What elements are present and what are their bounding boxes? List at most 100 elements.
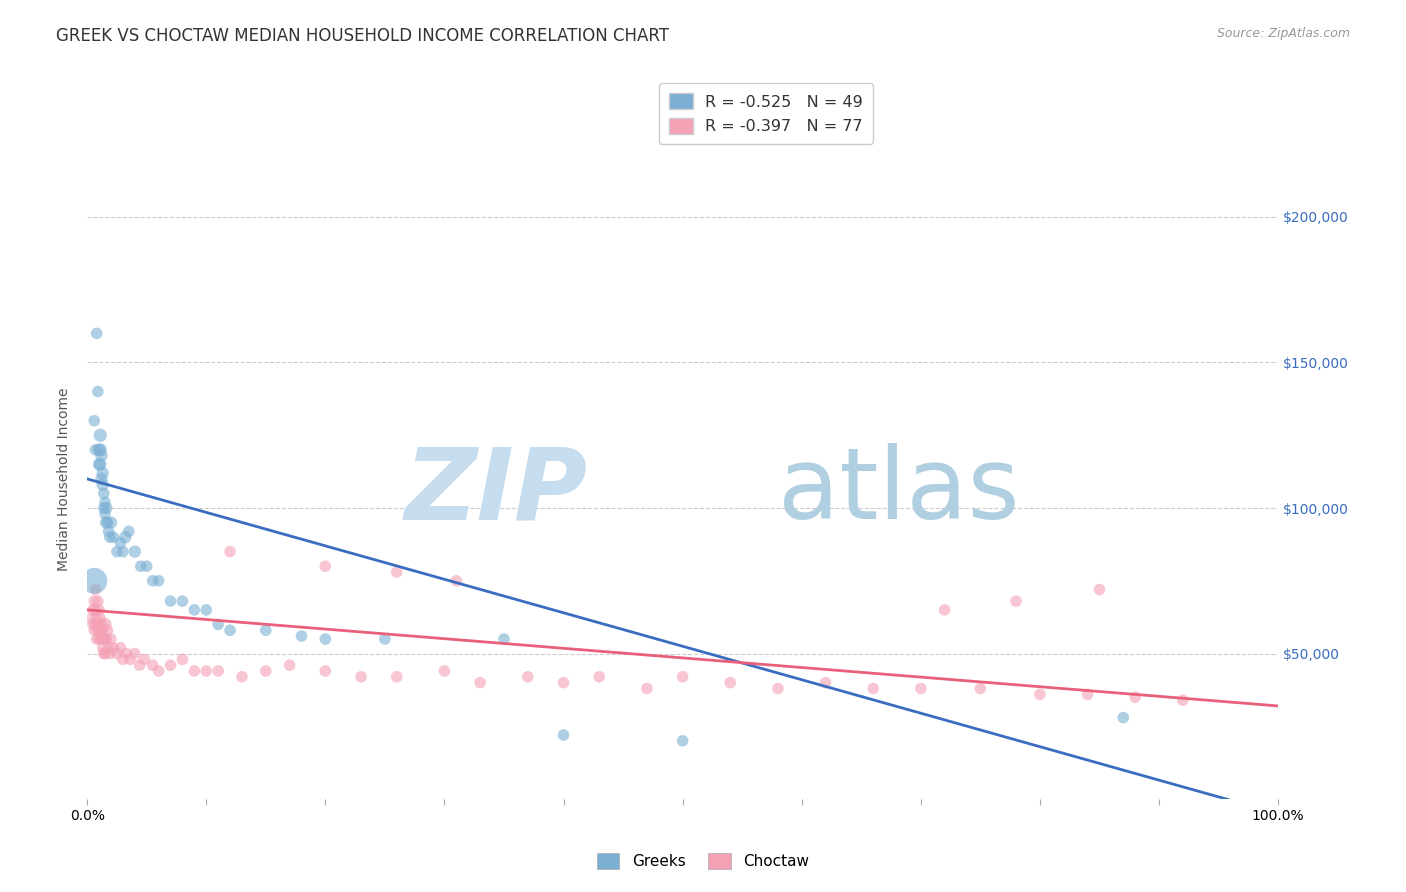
Point [94,647,117,661]
Point [374,632,396,646]
Point [87,603,110,617]
Point [553,675,575,690]
Point [89,442,111,457]
Point [1112,710,1135,724]
Point [910,681,932,696]
Point [97,640,120,655]
Point [80,612,103,626]
Point [219,624,242,638]
Point [195,603,218,617]
Point [159,594,181,608]
Point [87,624,110,638]
Point [103,530,125,544]
Point [87,442,110,457]
Point [93,501,115,516]
Text: atlas: atlas [778,443,1019,541]
Point [128,658,150,673]
Point [93,486,115,500]
Point [446,574,468,588]
Point [1029,687,1052,701]
Point [87,458,110,472]
Point [97,524,120,539]
Point [148,574,170,588]
Point [83,574,105,588]
Point [718,675,741,690]
Point [278,658,301,673]
Point [105,647,128,661]
Point [90,449,112,463]
Point [98,530,121,544]
Point [90,617,112,632]
Legend: Greeks, Choctaw: Greeks, Choctaw [591,847,815,875]
Point [118,652,141,666]
Point [314,632,336,646]
Point [672,670,695,684]
Point [115,647,138,661]
Point [183,603,205,617]
Point [91,466,114,480]
Point [100,516,122,530]
Point [96,624,118,638]
Point [90,632,112,646]
Point [83,594,105,608]
Point [148,664,170,678]
Point [93,647,115,661]
Point [183,664,205,678]
Point [111,652,134,666]
Point [94,617,117,632]
Point [142,574,165,588]
Point [100,632,122,646]
Legend: R = -0.525   N = 49, R = -0.397   N = 77: R = -0.525 N = 49, R = -0.397 N = 77 [659,84,873,144]
Point [84,582,107,597]
Point [350,670,373,684]
Point [83,414,105,428]
Point [492,632,515,646]
Point [433,664,456,678]
Point [862,681,884,696]
Text: ZIP: ZIP [405,443,588,541]
Text: Source: ZipAtlas.com: Source: ZipAtlas.com [1216,27,1350,40]
Point [87,617,110,632]
Point [114,530,136,544]
Point [314,664,336,678]
Point [207,617,229,632]
Point [86,632,108,646]
Point [105,544,128,558]
Point [254,624,277,638]
Point [94,495,117,509]
Point [94,632,117,646]
Point [254,664,277,678]
Point [231,670,253,684]
Point [124,544,146,558]
Point [553,728,575,742]
Point [96,501,118,516]
Point [1005,594,1028,608]
Point [89,428,111,442]
Point [91,477,114,491]
Point [110,536,132,550]
Point [207,664,229,678]
Point [290,629,312,643]
Point [314,559,336,574]
Point [90,472,112,486]
Point [84,442,107,457]
Point [470,675,492,690]
Point [96,516,118,530]
Point [159,658,181,673]
Y-axis label: Median Household Income: Median Household Income [58,387,72,571]
Point [110,640,132,655]
Point [91,640,114,655]
Point [195,664,218,678]
Point [129,559,152,574]
Point [93,632,115,646]
Point [124,647,146,661]
Point [84,617,107,632]
Point [969,681,991,696]
Point [172,594,194,608]
Point [172,652,194,666]
Point [87,594,110,608]
Point [82,617,104,632]
Point [103,640,125,655]
Point [89,612,111,626]
Text: GREEK VS CHOCTAW MEDIAN HOUSEHOLD INCOME CORRELATION CHART: GREEK VS CHOCTAW MEDIAN HOUSEHOLD INCOME… [56,27,669,45]
